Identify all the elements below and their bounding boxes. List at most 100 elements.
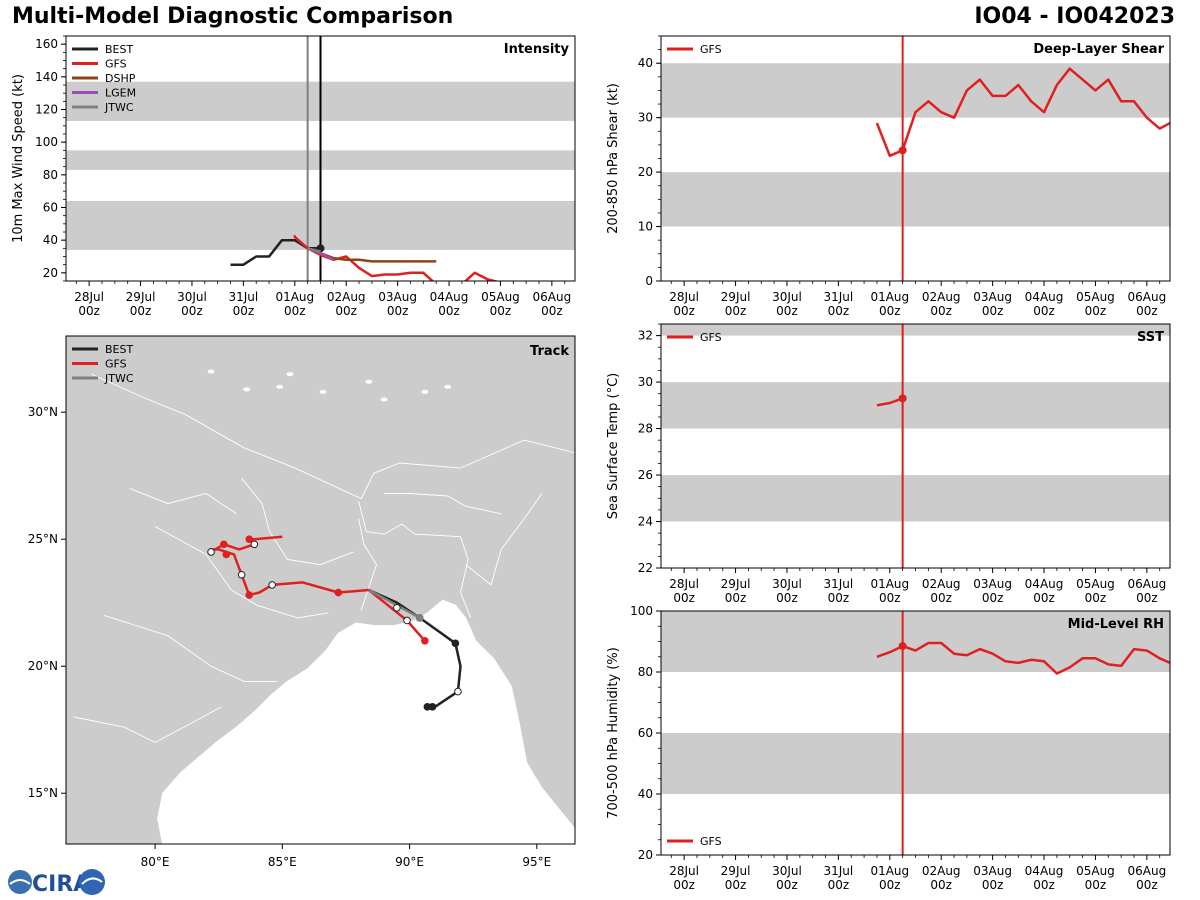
cira-logo-circle-icon (8, 870, 32, 894)
map-border-line (91, 373, 575, 500)
sst-title: SST (1137, 330, 1164, 345)
lake-shape (421, 389, 429, 394)
track-point-best (451, 639, 460, 648)
track-chart: 80°E 85°E 90°E 95°E 15°N 20°N 25°N 30°N BEST GFSJ… (28, 335, 576, 869)
track-legend-label: BEST (105, 343, 133, 356)
track-xtick-label: 95°E (522, 855, 551, 869)
rh-ytick-label: 60 (638, 726, 653, 740)
sst-xtick-label: 31Jul 00z (824, 577, 854, 605)
sst-band (661, 475, 1170, 522)
track-point-open-gfs (237, 570, 246, 579)
storm-id: IO04 - IO042023 (974, 4, 1175, 29)
rh-xtick-label: 02Aug 00z (922, 864, 961, 892)
intensity-legend-label: LGEM (105, 87, 136, 100)
intensity-legend-label: GFS (105, 58, 127, 71)
shear-xtick-label: 31Jul 00z (824, 290, 854, 318)
sst-legend-label: GFS (700, 331, 722, 344)
shear-band (661, 172, 1170, 227)
intensity-legend-label: JTWC (104, 101, 134, 114)
intensity-legend-label: BEST (105, 43, 133, 56)
figure-title: Multi-Model Diagnostic Comparison (12, 4, 454, 29)
shear-chart: 0 10 20 30 40 28Jul 00z 29Jul 00z 30Jul 00z 31Jul 00… (606, 35, 1171, 318)
track-point-open-best (393, 603, 401, 612)
sst-ytick-label: 22 (638, 561, 653, 575)
sst-xtick-label: 03Aug 00z (973, 577, 1012, 605)
track-xtick-label: 85°E (268, 855, 297, 869)
track-point-gfs (245, 591, 254, 599)
intensity-ytick-label: 40 (43, 233, 58, 247)
lake-shape (243, 387, 251, 392)
sst-marker-gfs (898, 394, 907, 403)
intensity-xtick-label: 03Aug 00z (378, 290, 417, 318)
lake-shape (380, 397, 388, 402)
shear-ytick-label: 0 (645, 274, 653, 288)
sst-ytick-label: 32 (638, 329, 653, 343)
rh-marker-gfs (898, 642, 907, 651)
shear-series-gfs (875, 67, 1170, 158)
sst-band (661, 382, 1170, 429)
track-map-area (66, 336, 575, 844)
track-ytick-label: 20°N (28, 659, 58, 673)
track-point-best (428, 703, 437, 711)
shear-xtick-label: 28Jul 00z (669, 290, 699, 318)
intensity-xtick-label: 28Jul 00z (74, 290, 104, 318)
shear-xtick-label: 05Aug 00z (1076, 290, 1115, 318)
rh-chart: 20 40 60 80 100 28Jul 00z 29Jul 00z 30Jul 00z 31Jul… (606, 604, 1171, 892)
shear-xtick-label: 03Aug 00z (973, 290, 1012, 318)
lake-shape (276, 384, 284, 389)
intensity-xtick-label: 04Aug 00z (430, 290, 469, 318)
rh-ytick-label: 20 (638, 848, 653, 862)
track-xtick-label: 90°E (395, 855, 424, 869)
intensity-xtick-label: 29Jul 00z (126, 290, 156, 318)
shear-band (661, 63, 1170, 118)
rh-ytick-label: 100 (630, 604, 653, 618)
shear-plot-area (875, 36, 1170, 281)
lake-shape (444, 384, 452, 389)
sst-ytick-label: 30 (638, 375, 653, 389)
cira-logo: CIRA (8, 869, 105, 897)
intensity-xtick-label: 30Jul 00z (177, 290, 207, 318)
rh-xtick-label: 06Aug 00z (1128, 864, 1167, 892)
track-legend-label: JTWC (104, 372, 134, 385)
map-border-line (241, 477, 354, 566)
track-legend-label: GFS (105, 358, 127, 371)
track-point-open-best (454, 687, 462, 696)
map-border-line (129, 487, 237, 515)
rh-xtick-label: 01Aug 00z (870, 864, 909, 892)
intensity-ytick-label: 60 (43, 201, 58, 215)
rh-band (661, 733, 1170, 794)
rh-plot-area (876, 611, 1170, 855)
rh-ytick-label: 40 (638, 787, 653, 801)
intensity-ytick-label: 80 (43, 168, 58, 182)
sst-xtick-label: 05Aug 00z (1076, 577, 1115, 605)
sst-xtick-label: 06Aug 00z (1128, 577, 1167, 605)
shear-xtick-label: 06Aug 00z (1128, 290, 1167, 318)
map-border-line (73, 706, 222, 743)
intensity-frame (65, 35, 576, 282)
intensity-chart: 20 40 60 80 100 120 140 160 28Jul 00z 29Jul 00z 30Ju… (11, 35, 576, 318)
shear-xtick-label: 30Jul 00z (772, 290, 802, 318)
sst-xtick-label: 01Aug 00z (870, 577, 909, 605)
rh-series-gfs (876, 641, 1170, 675)
shear-xtick-label: 04Aug 00z (1025, 290, 1064, 318)
sst-ylabel: Sea Surface Temp (°C) (606, 373, 621, 520)
track-ytick-label: 15°N (28, 786, 58, 800)
intensity-ytick-label: 20 (43, 266, 58, 280)
shear-ytick-label: 20 (638, 165, 653, 179)
intensity-ytick-label: 160 (35, 37, 58, 51)
lake-shape (319, 389, 327, 394)
sst-series-gfs (876, 397, 904, 407)
track-point-open-gfs (403, 616, 411, 625)
track-xtick-label: 80°E (141, 855, 170, 869)
sst-ytick-label: 26 (638, 468, 653, 482)
intensity-ylabel: 10m Max Wind Speed (kt) (11, 74, 26, 243)
shear-ylabel: 200-850 hPa Shear (kt) (606, 83, 621, 234)
rh-xtick-label: 05Aug 00z (1076, 864, 1115, 892)
shear-ytick-label: 30 (638, 111, 653, 125)
intensity-series-dshp (307, 247, 437, 263)
intensity-xtick-label: 01Aug 00z (275, 290, 314, 318)
intensity-ytick-label: 100 (35, 135, 58, 149)
sst-band (661, 324, 1170, 336)
land-area (66, 336, 575, 844)
